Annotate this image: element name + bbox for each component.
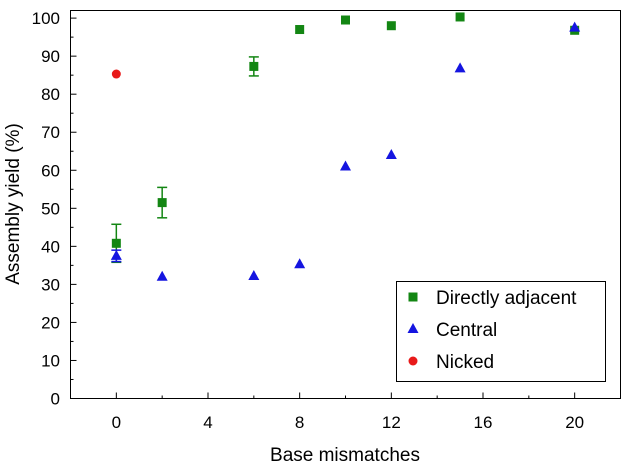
- x-tick-label: 20: [565, 413, 584, 432]
- y-tick-label: 90: [41, 47, 60, 66]
- data-point: [157, 198, 167, 208]
- y-tick-label: 70: [41, 123, 60, 142]
- legend-marker-square: [408, 292, 418, 302]
- legend-marker-triangle: [407, 323, 419, 333]
- legend-marker-circle: [408, 356, 418, 366]
- y-tick-label: 60: [41, 161, 60, 180]
- x-tick-label: 16: [474, 413, 493, 432]
- data-point: [386, 21, 396, 31]
- y-tick-label: 100: [32, 9, 60, 28]
- x-tick-label: 0: [112, 413, 121, 432]
- series-central: [110, 21, 581, 281]
- x-tick-label: 12: [382, 413, 401, 432]
- data-point: [295, 25, 305, 35]
- y-tick-label: 30: [41, 275, 60, 294]
- y-tick-label: 10: [41, 351, 60, 370]
- data-point: [110, 249, 122, 260]
- data-point: [569, 21, 581, 32]
- legend: Directly adjacent Central Nicked: [396, 281, 606, 382]
- legend-box: [396, 281, 606, 382]
- legend-label: Nicked: [436, 352, 494, 373]
- data-point: [385, 149, 397, 160]
- data-point: [111, 69, 121, 79]
- data-point: [249, 61, 259, 71]
- x-axis: 0 4 8 12 16 20: [112, 392, 584, 432]
- legend-label: Central: [436, 320, 497, 341]
- data-point: [455, 12, 465, 22]
- x-axis-title: Base mismatches: [270, 445, 420, 464]
- series-directly-adjacent: [111, 12, 580, 264]
- data-point: [340, 160, 351, 171]
- y-axis: 0 10 20 30 40 50 60 70 80 90 100: [32, 9, 77, 409]
- data-point: [156, 270, 168, 281]
- series-nicked: [111, 69, 121, 79]
- y-axis-title: Assembly yield (%): [3, 123, 24, 285]
- y-tick-label: 40: [41, 237, 60, 256]
- data-point: [294, 258, 306, 269]
- x-tick-label: 8: [295, 413, 304, 432]
- x-tick-label: 4: [203, 413, 212, 432]
- y-tick-label: 20: [41, 313, 60, 332]
- y-tick-label: 50: [41, 199, 60, 218]
- data-point: [341, 15, 350, 25]
- data-marks: [110, 12, 581, 281]
- data-point: [248, 270, 260, 281]
- y-tick-label: 80: [41, 85, 60, 104]
- legend-label: Directly adjacent: [436, 288, 577, 309]
- data-point: [111, 238, 121, 248]
- data-point: [454, 62, 466, 73]
- y-tick-label: 0: [51, 390, 60, 409]
